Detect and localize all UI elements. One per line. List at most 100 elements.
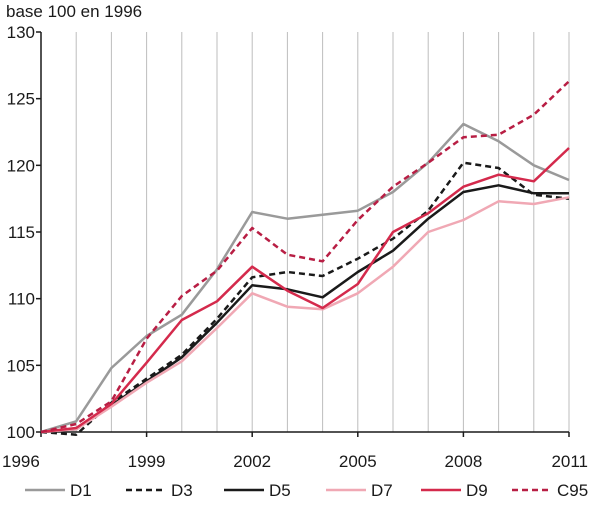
point-d9-2005 — [356, 282, 360, 286]
point-d1-1998 — [109, 366, 113, 370]
tick-labels: 100 105 110 115 120 125 130 1996 1999 2002 2005 200… — [2, 23, 588, 471]
point-d5-2005 — [356, 270, 360, 274]
point-d3-2002 — [250, 275, 254, 279]
y-tick-label-130: 130 — [7, 23, 35, 42]
point-d9-2000 — [180, 318, 184, 322]
point-c95-1996 — [39, 430, 43, 434]
point-d3-2009 — [497, 166, 501, 170]
point-c95-2009 — [497, 133, 501, 137]
point-d3-2003 — [285, 270, 289, 274]
legend: D1 D3 D5 D7 D9 C95 — [25, 481, 588, 500]
point-c95-2000 — [180, 294, 184, 298]
point-d5-2011 — [567, 191, 571, 195]
point-d3-1997 — [74, 433, 78, 437]
point-d3-2004 — [321, 274, 325, 278]
point-c95-2010 — [532, 113, 536, 117]
point-d9-2001 — [215, 299, 219, 303]
series-line-d1 — [40, 122, 570, 434]
point-c95-2004 — [321, 259, 325, 263]
point-d9-2008 — [461, 185, 465, 189]
y-tick-label-100: 100 — [7, 423, 35, 442]
series-line-c95 — [40, 80, 570, 434]
x-tick-label-2002: 2002 — [233, 452, 271, 471]
point-d7-2005 — [356, 291, 360, 295]
point-d9-1999 — [145, 361, 149, 365]
point-d9-2007 — [426, 211, 430, 215]
point-c95-2005 — [356, 218, 360, 222]
point-d7-2001 — [215, 326, 219, 330]
y-tick-label-115: 115 — [8, 223, 35, 242]
point-d1-2009 — [497, 139, 501, 143]
legend-label-d5: D5 — [269, 481, 291, 500]
point-d3-2008 — [461, 161, 465, 165]
point-d1-2008 — [461, 122, 465, 126]
point-d1-2011 — [567, 178, 571, 182]
point-d5-2007 — [426, 217, 430, 221]
point-d7-2006 — [391, 265, 395, 269]
point-d7-1999 — [145, 381, 149, 385]
legend-label-d1: D1 — [70, 481, 92, 500]
point-d9-2006 — [391, 230, 395, 234]
x-tick-label-1999: 1999 — [128, 452, 166, 471]
point-d9-1997 — [74, 426, 78, 430]
series-line-d7 — [40, 196, 570, 434]
point-d1-2004 — [321, 213, 325, 217]
legend-label-d7: D7 — [371, 481, 393, 500]
point-d7-2000 — [180, 359, 184, 363]
x-tick-label-2005: 2005 — [339, 452, 377, 471]
point-d5-2006 — [391, 249, 395, 253]
series-lines — [39, 80, 571, 437]
point-d3-2005 — [356, 257, 360, 261]
y-tick-label-120: 120 — [7, 156, 35, 175]
point-d1-2000 — [180, 313, 184, 317]
point-c95-2002 — [250, 226, 254, 230]
point-d9-2002 — [250, 265, 254, 269]
point-d9-2011 — [567, 146, 571, 150]
point-d9-2004 — [321, 306, 325, 310]
point-d9-2003 — [285, 289, 289, 293]
point-d1-2010 — [532, 163, 536, 167]
point-d7-2002 — [250, 291, 254, 295]
point-d1-2006 — [391, 190, 395, 194]
point-c95-2007 — [426, 161, 430, 165]
point-d1-2005 — [356, 209, 360, 213]
point-d1-2003 — [285, 217, 289, 221]
legend-label-d3: D3 — [171, 481, 193, 500]
point-d7-2009 — [497, 199, 501, 203]
y-tick-label-110: 110 — [8, 290, 35, 309]
point-d9-2009 — [497, 173, 501, 177]
point-d7-2007 — [426, 230, 430, 234]
x-tick-label-1996: 1996 — [2, 452, 40, 471]
point-c95-1997 — [74, 422, 78, 426]
point-d7-2011 — [567, 195, 571, 199]
y-tick-label-125: 125 — [7, 90, 35, 109]
point-d5-2010 — [532, 191, 536, 195]
point-d5-2008 — [461, 190, 465, 194]
point-c95-2003 — [285, 253, 289, 257]
point-c95-1998 — [109, 399, 113, 403]
point-d5-2001 — [215, 321, 219, 325]
point-d5-2009 — [497, 183, 501, 187]
axes — [36, 31, 570, 437]
point-d1-2002 — [250, 210, 254, 214]
point-d7-2010 — [532, 202, 536, 206]
point-c95-2001 — [215, 269, 219, 273]
point-d3-2006 — [391, 237, 395, 241]
y-axis-unit-label: base 100 en 1996 — [6, 2, 142, 21]
legend-label-c95: C95 — [557, 481, 588, 500]
legend-label-d9: D9 — [466, 481, 488, 500]
x-tick-label-2008: 2008 — [444, 452, 482, 471]
x-tick-label-2011: 2011 — [551, 452, 588, 471]
point-d9-2010 — [532, 179, 536, 183]
series-line-d9 — [40, 147, 570, 434]
point-d5-2002 — [250, 283, 254, 287]
point-d7-2008 — [461, 218, 465, 222]
point-d7-2003 — [285, 305, 289, 309]
point-c95-2006 — [391, 185, 395, 189]
point-d5-2004 — [321, 295, 325, 299]
y-tick-label-105: 105 — [7, 356, 35, 375]
series-line-d3 — [40, 161, 570, 436]
grid — [75, 32, 570, 432]
point-c95-1999 — [145, 337, 149, 341]
